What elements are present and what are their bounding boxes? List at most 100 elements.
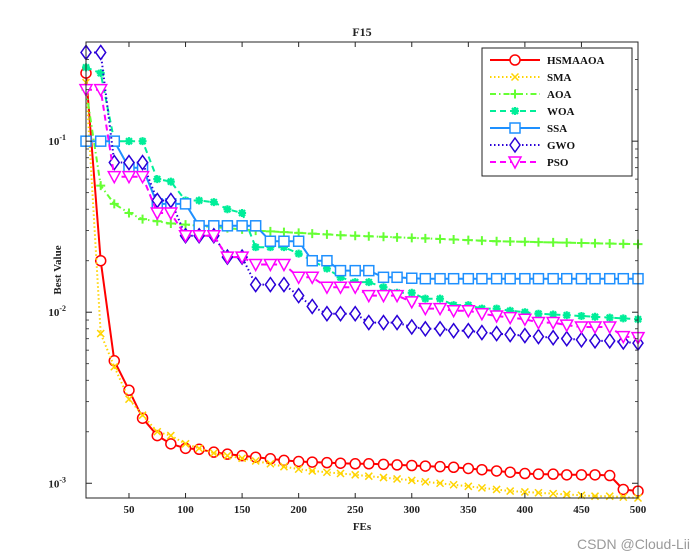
legend-marker-sma [510, 72, 520, 82]
data-point-hsmaaoa [519, 467, 531, 480]
data-point-hsmaaoa [434, 460, 446, 473]
data-point-pso [616, 330, 631, 345]
data-point-gwo [589, 332, 601, 350]
data-point-pso [319, 281, 335, 295]
data-point-pso [220, 251, 235, 265]
y-tick-label: 10-2 [48, 304, 66, 319]
data-point-aoa [520, 237, 530, 247]
data-point-ssa [221, 220, 234, 232]
data-point-aoa [605, 239, 615, 249]
series-pso [78, 83, 646, 346]
data-point-sma [138, 411, 147, 420]
data-point-pso [121, 170, 137, 185]
data-point-pso [587, 321, 603, 335]
data-point-sma [421, 477, 430, 486]
data-point-pso [149, 207, 165, 221]
data-point-aoa [350, 231, 360, 241]
data-point-pso [291, 271, 306, 285]
data-point-hsmaaoa [334, 457, 347, 469]
x-axis-label: FEs [353, 521, 372, 533]
data-point-hsmaaoa [419, 460, 432, 472]
data-point-aoa [562, 238, 572, 248]
data-point-hsmaaoa [377, 458, 390, 471]
data-point-aoa [449, 235, 459, 245]
legend-label-woa: WOA [547, 106, 575, 118]
data-point-sma [477, 483, 486, 492]
data-point-pso [276, 258, 292, 273]
y-tick-label: 10-3 [48, 475, 66, 490]
series-line-hsmaaoa [85, 73, 639, 493]
data-point-gwo [419, 320, 432, 338]
data-point-aoa [138, 214, 148, 224]
data-point-gwo [504, 326, 517, 343]
data-point-woa [605, 313, 614, 322]
data-point-sma [96, 329, 105, 338]
data-point-sma [534, 488, 543, 497]
data-point-sma [605, 492, 614, 501]
data-point-gwo [405, 318, 418, 336]
data-point-pso [333, 281, 348, 295]
data-point-woa [534, 309, 543, 318]
data-point-sma [181, 439, 190, 448]
data-point-hsmaaoa [476, 463, 488, 476]
data-point-pso [432, 302, 448, 317]
data-point-woa [124, 137, 133, 146]
data-point-ssa [406, 272, 418, 284]
data-point-pso [263, 258, 278, 273]
data-point-sma [294, 465, 303, 474]
data-point-woa [96, 69, 105, 78]
data-point-sma [279, 462, 288, 471]
y-axis-label: Best Value [52, 245, 64, 294]
series-line-gwo [86, 51, 639, 345]
data-point-ssa [321, 254, 333, 267]
data-point-gwo [136, 154, 149, 171]
data-point-hsmaaoa [165, 438, 177, 450]
data-point-sma [110, 362, 119, 371]
data-point-pso [376, 289, 391, 304]
data-point-ssa [306, 254, 318, 267]
data-point-ssa [476, 272, 488, 285]
legend-label-ssa: SSA [547, 123, 567, 135]
data-point-ssa [264, 235, 277, 247]
legend-label-aoa: AOA [547, 89, 572, 101]
data-point-aoa [279, 227, 289, 237]
watermark: CSDN @Cloud-Lii [576, 536, 690, 552]
data-point-sma [407, 476, 416, 485]
data-point-ssa [179, 198, 192, 210]
data-point-sma [195, 444, 204, 453]
data-point-woa [195, 196, 204, 205]
data-point-gwo [391, 314, 403, 331]
data-point-gwo [560, 330, 573, 347]
data-point-hsmaaoa [349, 458, 361, 470]
data-point-sma [506, 487, 515, 496]
data-point-ssa [278, 235, 290, 247]
data-point-woa [379, 283, 388, 292]
data-point-sma [308, 466, 317, 475]
data-point-woa [407, 288, 416, 297]
data-point-aoa [463, 235, 473, 245]
data-point-ssa [249, 220, 262, 232]
data-point-pso [574, 321, 589, 335]
data-point-gwo [434, 320, 446, 338]
data-point-aoa [124, 208, 134, 218]
data-point-ssa [560, 272, 573, 285]
data-point-ssa [419, 272, 432, 285]
data-point-sma [124, 395, 134, 404]
data-point-aoa [420, 233, 430, 243]
data-point-woa [251, 243, 260, 252]
data-point-pso [404, 296, 420, 310]
data-point-ssa [434, 272, 446, 285]
data-point-pso [191, 229, 207, 244]
x-tick-label: 350 [460, 504, 477, 516]
data-point-hsmaaoa [363, 458, 375, 470]
data-point-pso [107, 170, 122, 185]
chart-title: F15 [352, 25, 371, 39]
data-point-ssa [292, 235, 305, 247]
data-point-pso [389, 289, 405, 304]
data-point-pso [178, 229, 193, 244]
data-point-pso [502, 311, 518, 326]
data-point-hsmaaoa [406, 459, 418, 472]
data-point-gwo [462, 322, 475, 339]
data-point-sma [549, 489, 558, 498]
data-point-woa [421, 294, 430, 303]
